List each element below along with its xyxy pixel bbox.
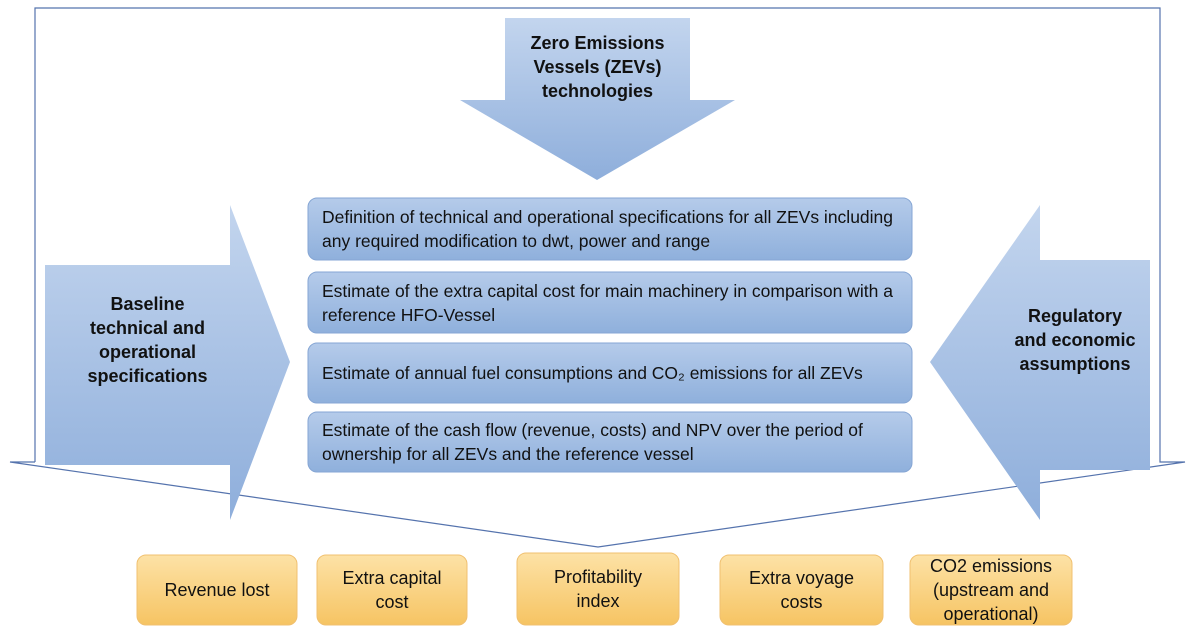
step-text: Estimate of the cash flow (revenue, cost… [322,420,863,464]
output-text: CO2 emissions (upstream and operational) [929,556,1053,624]
output-text: Extra capital cost [342,568,442,612]
output-box [719,554,884,626]
step-text: Estimate of annual fuel consumptions and… [322,363,863,383]
step-box [307,342,913,404]
output-box [516,552,680,626]
output-text: Extra voyage costs [748,568,855,612]
step-box [307,271,913,334]
output-box [909,554,1073,626]
step-box [307,411,913,473]
right-arrow-label: Regulatory and economic assumptions [1014,306,1136,374]
funnel-outline [9,7,1186,548]
top-arrow-label: Zero Emissions Vessels (ZEVs) technologi… [530,33,665,101]
right-arrow [930,205,1150,520]
output-box [136,554,298,626]
left-arrow [45,205,290,520]
step-text: Estimate of the extra capital cost for m… [322,280,893,325]
output-text: Profitability index [553,567,643,611]
top-arrow [460,18,735,180]
step-box [307,197,913,261]
output-text: Revenue lost [164,580,270,600]
step-text: Definition of technical and operational … [322,207,894,251]
output-box [316,554,468,626]
left-arrow-label: Baseline technical and operational speci… [87,294,208,386]
